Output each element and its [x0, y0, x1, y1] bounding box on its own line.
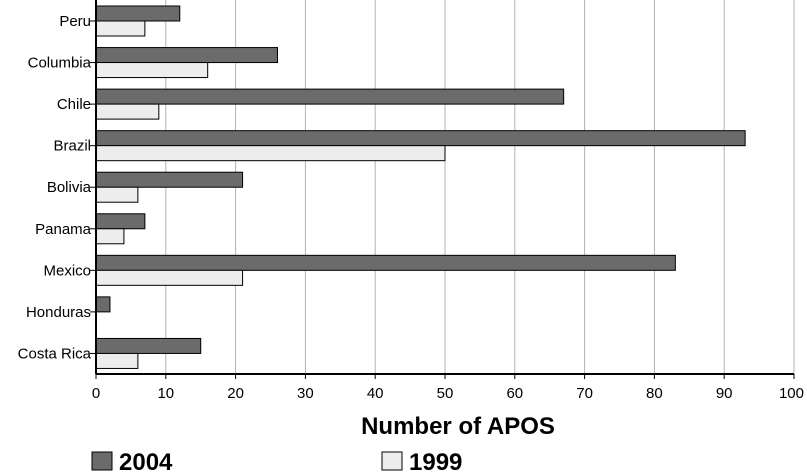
bar-columbia-2004 — [95, 47, 278, 64]
x-tick-label: 20 — [227, 385, 244, 402]
category-label: Panama — [35, 221, 92, 238]
category-label: Brazil — [53, 138, 91, 155]
legend-swatch-1999 — [381, 451, 403, 471]
bar-peru-1999 — [95, 20, 146, 37]
bar-bolivia-1999 — [95, 186, 139, 203]
bars — [95, 5, 746, 369]
x-tick-label: 80 — [646, 385, 663, 402]
bar-chile-1999 — [95, 103, 160, 120]
bar-peru-2004 — [95, 5, 181, 22]
category-label: Honduras — [26, 304, 91, 321]
category-label: Bolivia — [47, 179, 92, 196]
x-tick-label: 100 — [779, 385, 804, 402]
bar-columbia-1999 — [95, 62, 209, 79]
x-tick-labels: 0 10 20 30 40 50 60 70 80 90 100 — [92, 374, 804, 402]
x-tick-label: 10 — [157, 385, 174, 402]
bar-bolivia-2004 — [95, 171, 244, 188]
x-axis-title: Number of APOS — [361, 413, 555, 440]
category-labels: Peru Columbia Chile Brazil Bolivia Panama Mexi… — [18, 13, 96, 362]
bar-brazil-1999 — [95, 145, 446, 162]
x-tick-label: 90 — [716, 385, 733, 402]
x-tick-label: 0 — [92, 385, 100, 402]
bar-costa-rica-1999 — [95, 352, 139, 369]
legend-swatch-2004 — [91, 451, 113, 471]
category-label: Columbia — [28, 55, 92, 72]
x-tick-label: 70 — [576, 385, 593, 402]
category-label: Mexico — [43, 262, 91, 279]
bar-mexico-1999 — [95, 269, 244, 286]
category-label: Chile — [57, 96, 91, 113]
legend-label-1999: 1999 — [409, 449, 462, 473]
bar-mexico-2004 — [95, 254, 676, 271]
bar-costa-rica-2004 — [95, 337, 202, 354]
legend: 2004 1999 — [91, 449, 462, 473]
x-tick-label: 30 — [297, 385, 314, 402]
bar-honduras-2004 — [95, 296, 111, 313]
bar-brazil-2004 — [95, 130, 746, 147]
bar-panama-1999 — [95, 228, 125, 245]
legend-label-2004: 2004 — [119, 449, 173, 473]
x-tick-label: 40 — [367, 385, 384, 402]
category-label: Costa Rica — [18, 345, 92, 362]
x-tick-label: 50 — [437, 385, 454, 402]
category-label: Peru — [59, 13, 91, 30]
x-tick-label: 60 — [506, 385, 523, 402]
bar-panama-2004 — [95, 213, 146, 230]
bar-chile-2004 — [95, 88, 565, 105]
